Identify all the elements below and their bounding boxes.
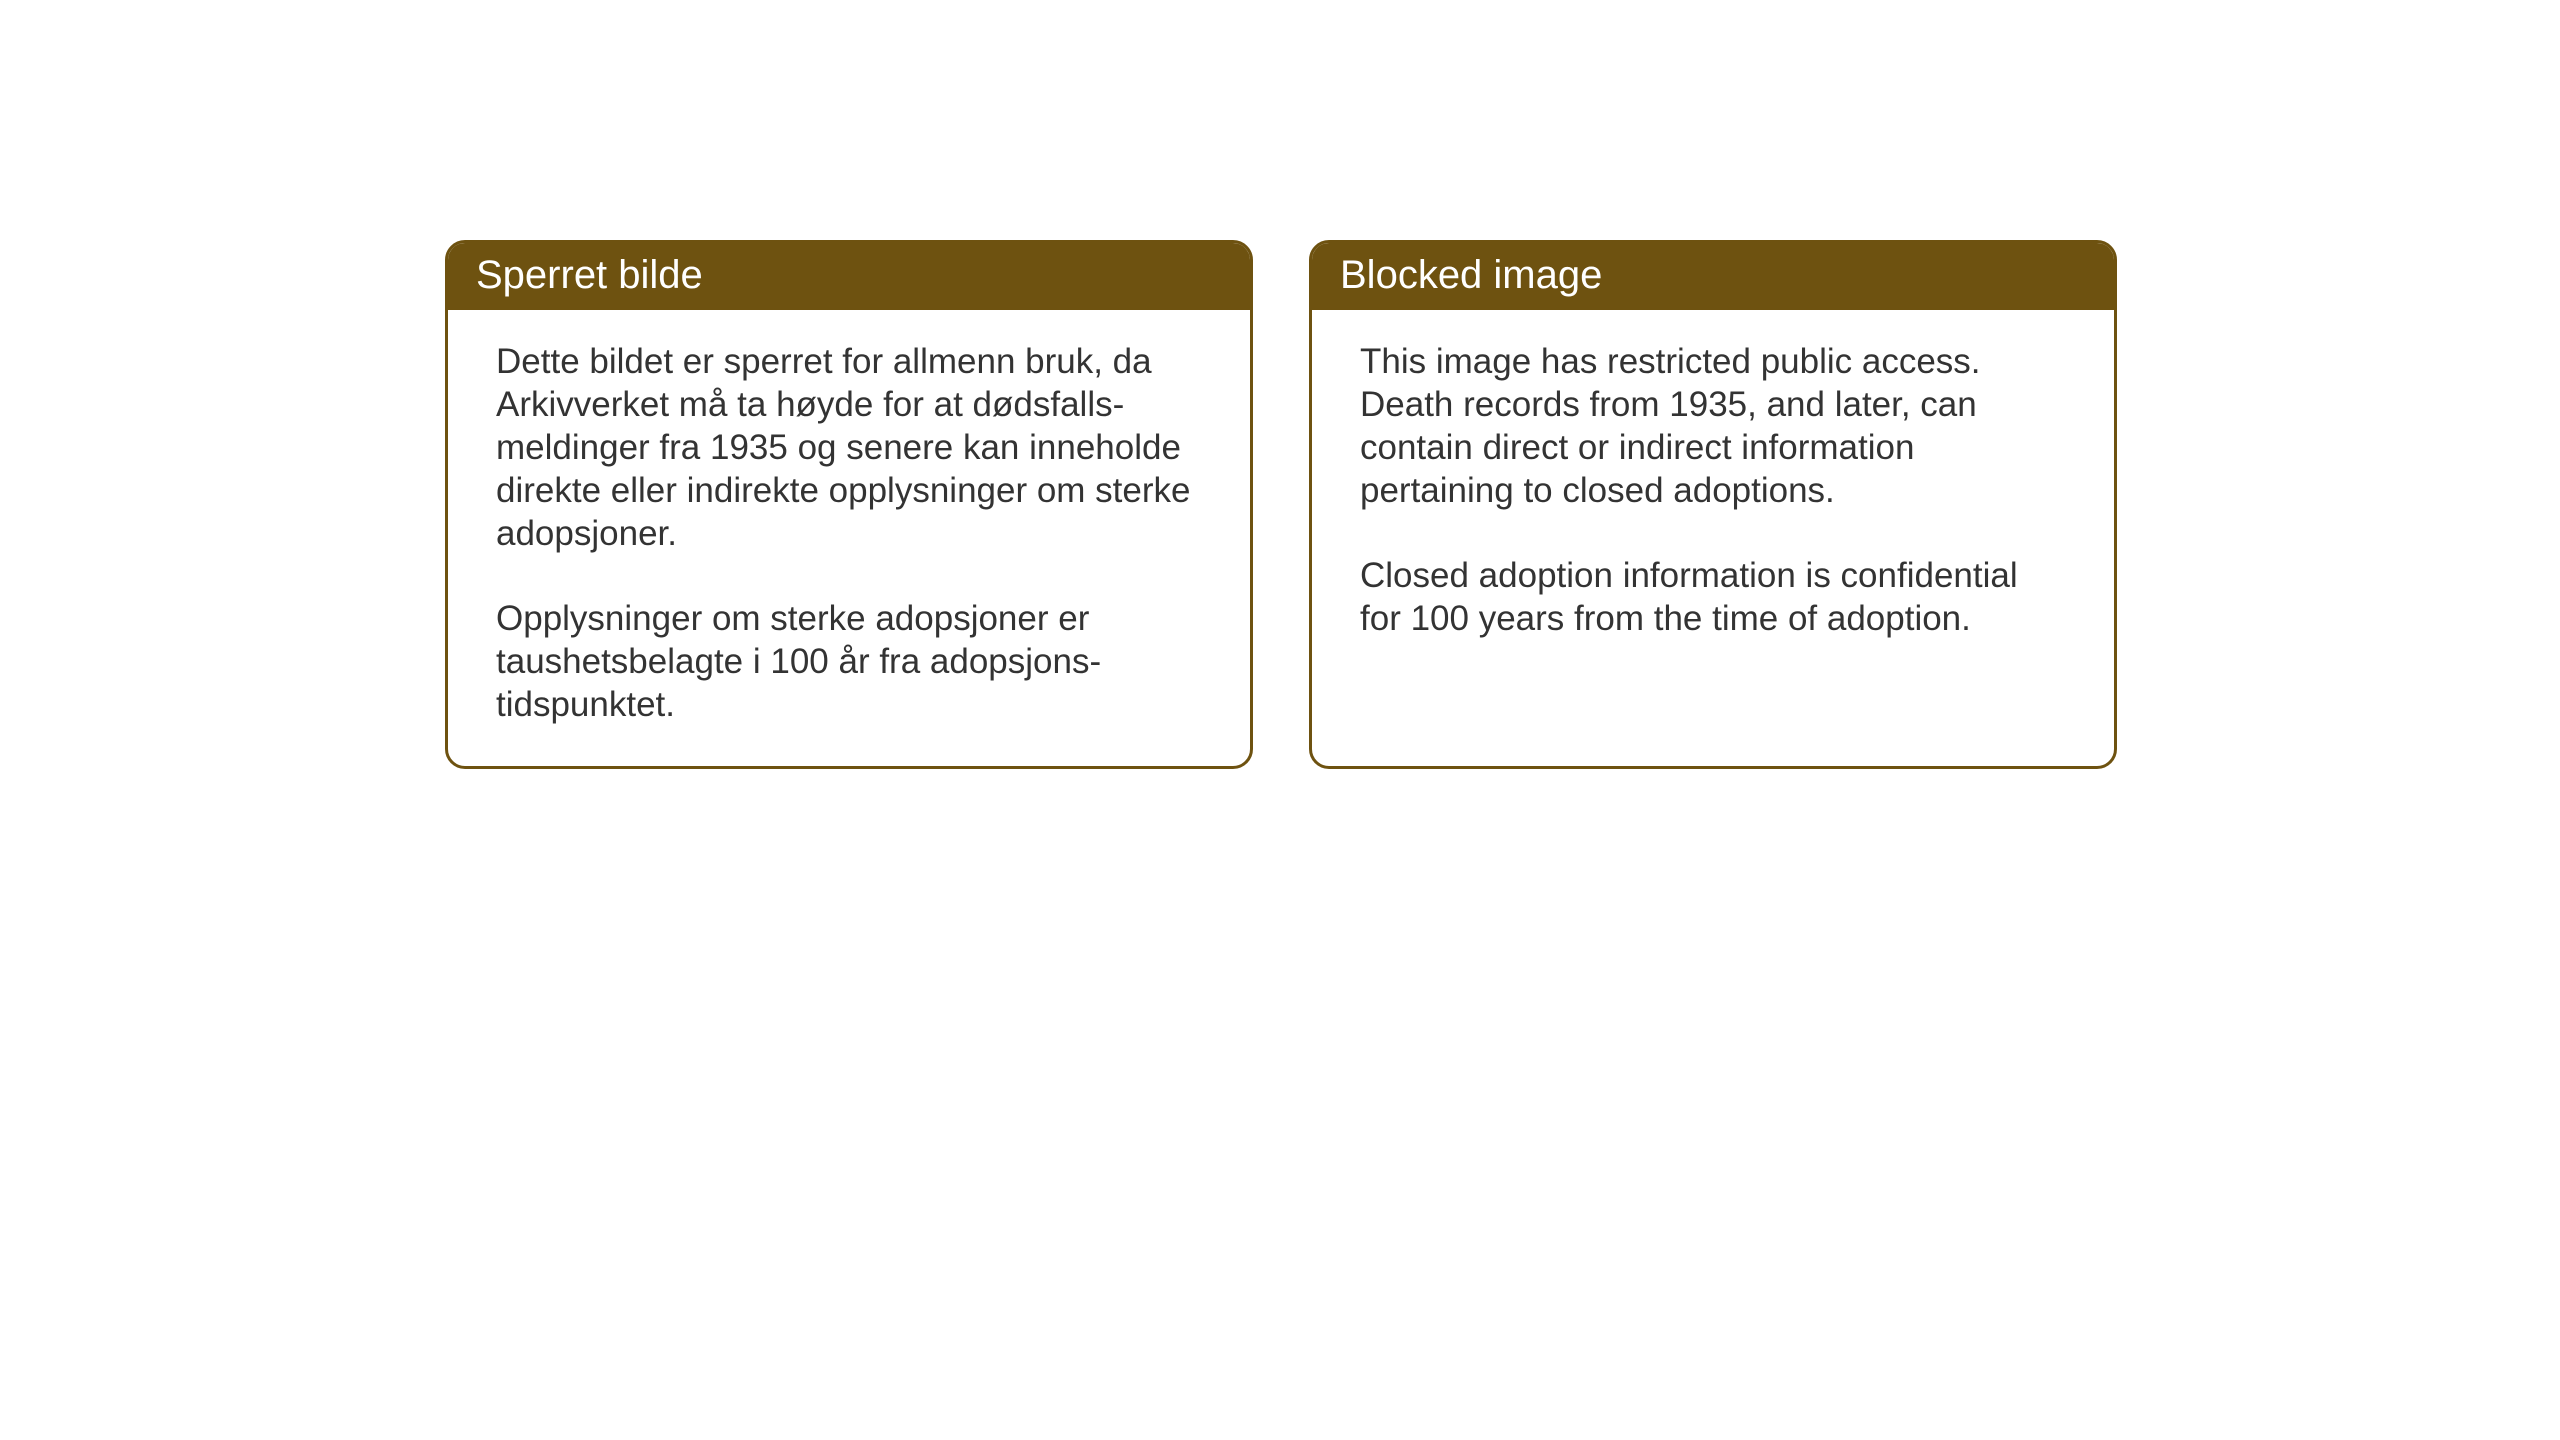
card-norwegian: Sperret bilde Dette bildet er sperret fo… [445, 240, 1253, 769]
card-body-english: This image has restricted public access.… [1312, 310, 2114, 750]
card-english: Blocked image This image has restricted … [1309, 240, 2117, 769]
card-paragraph: Opplysninger om sterke adopsjoner er tau… [496, 597, 1202, 726]
card-title: Blocked image [1340, 253, 1602, 297]
cards-container: Sperret bilde Dette bildet er sperret fo… [445, 240, 2117, 769]
card-paragraph: This image has restricted public access.… [1360, 340, 2066, 512]
card-header-english: Blocked image [1312, 243, 2114, 310]
card-body-norwegian: Dette bildet er sperret for allmenn bruk… [448, 310, 1250, 766]
card-header-norwegian: Sperret bilde [448, 243, 1250, 310]
card-paragraph: Dette bildet er sperret for allmenn bruk… [496, 340, 1202, 555]
card-paragraph: Closed adoption information is confident… [1360, 554, 2066, 640]
card-title: Sperret bilde [476, 253, 703, 297]
